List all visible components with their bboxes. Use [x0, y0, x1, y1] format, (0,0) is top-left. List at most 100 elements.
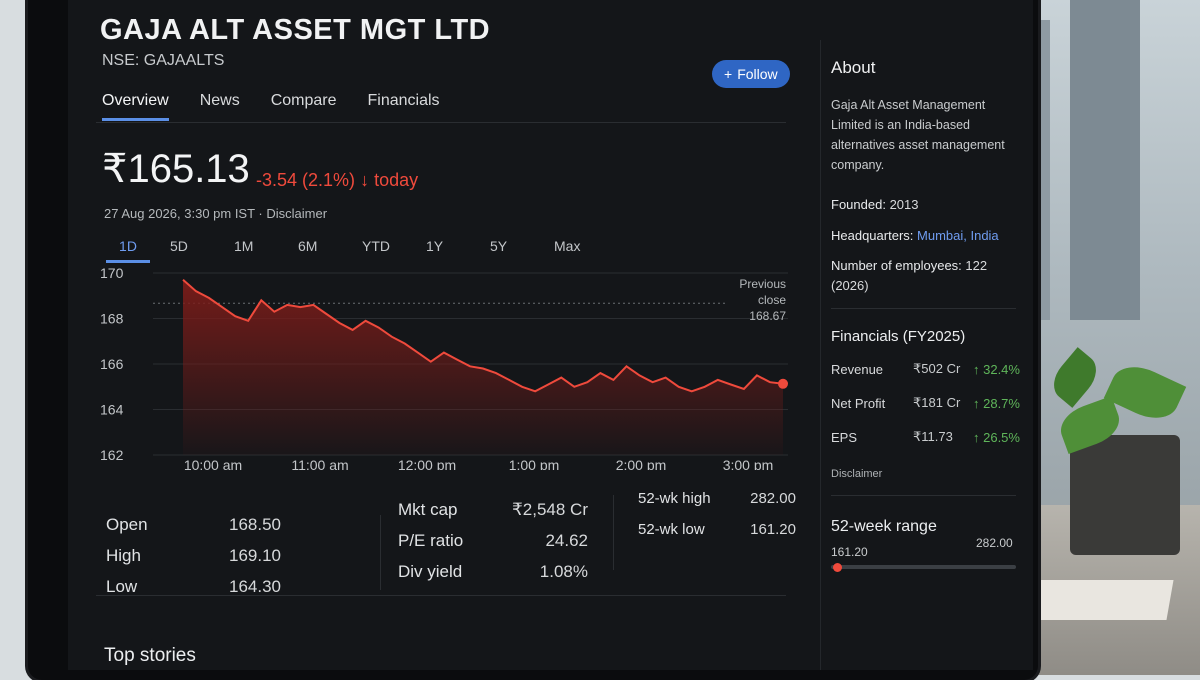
divider [96, 595, 786, 596]
stat-row: 52-wk high 282.00 [638, 490, 796, 521]
employees-row: Number of employees: 122 (2026) [831, 256, 1016, 296]
price-change-suffix: today [374, 170, 419, 190]
previous-close-label: 168.67 [749, 309, 786, 323]
company-name: GAJA ALT ASSET MGT LTD [100, 14, 491, 46]
stat-label: 52-wk low [638, 521, 705, 538]
week52-title: 52-week range [831, 518, 937, 535]
tab-compare[interactable]: Compare [270, 92, 337, 109]
tab-overview[interactable]: Overview [102, 92, 169, 121]
stat-value: ₹2,548 Cr [511, 500, 588, 519]
x-tick-label: 3:00 pm [723, 457, 774, 470]
range-1m[interactable]: 1M [234, 238, 254, 254]
stat-value: 164.30 [229, 577, 281, 596]
stat-row: Open 168.50 [106, 515, 281, 546]
stat-label: High [106, 546, 141, 565]
stat-row: P/E ratio 24.62 [398, 531, 588, 562]
headquarters-label: Headquarters: [831, 228, 914, 243]
headquarters-row: Headquarters: Mumbai, India [831, 226, 1016, 246]
quote-tabs: Overview News Compare Financials [102, 92, 440, 121]
employees-label: Number of employees: [831, 258, 962, 273]
x-tick-label: 12:00 pm [398, 457, 456, 470]
range-ytd[interactable]: YTD [362, 238, 390, 254]
financials-change: ↑ 26.5% [973, 429, 1020, 445]
employees-value: 122 (2026) [831, 258, 988, 293]
y-tick-label: 166 [100, 356, 124, 372]
top-stories-heading: Top stories [104, 645, 196, 666]
founded-label: Founded: [831, 197, 886, 212]
previous-close-label: close [758, 293, 786, 307]
founded-row: Founded: 2013 [831, 195, 1016, 215]
tab-financials[interactable]: Financials [367, 92, 440, 109]
arrow-down-icon: ↓ [360, 170, 370, 190]
stat-label: Open [106, 515, 148, 534]
x-tick-label: 11:00 am [291, 457, 348, 470]
price-area [183, 279, 783, 455]
stat-label: Div yield [398, 562, 463, 581]
range-selector: 1D 5D 1M 6M YTD 1Y 5Y Max [106, 238, 618, 263]
financials-value: ₹181 Cr [913, 395, 961, 410]
financials-row: Net Profit ₹181 Cr ↑ 28.7% [831, 386, 1021, 420]
x-tick-label: 2:00 pm [616, 457, 667, 470]
financials-table: Revenue ₹502 Cr ↑ 32.4% Net Profit ₹181 Cr ↑… [831, 352, 1021, 454]
about-description: Gaja Alt Asset Management Limited is an … [831, 98, 1005, 172]
divider [96, 122, 786, 123]
range-6m[interactable]: 6M [298, 238, 318, 254]
financials-disclaimer[interactable]: Disclaimer [831, 468, 883, 480]
y-tick-label: 168 [100, 311, 124, 327]
range-5y[interactable]: 5Y [490, 238, 508, 254]
headquarters-link[interactable]: Mumbai, India [917, 228, 999, 243]
stat-row: Low 164.30 [106, 577, 281, 608]
financials-label: Revenue [831, 361, 884, 377]
y-tick-label: 162 [100, 447, 124, 463]
week52-range-bar [831, 562, 1016, 572]
stat-value: 24.62 [545, 531, 588, 550]
financials-value: ₹502 Cr [913, 361, 961, 376]
stats-column-2: Mkt cap ₹2,548 Cr P/E ratio 24.62 Div yiel… [398, 500, 588, 593]
stats-column-1: Open 168.50 High 169.10 Low 164.30 [106, 515, 281, 608]
stat-value: 161.20 [750, 521, 796, 538]
finance-page: GAJA ALT ASSET MGT LTD NSE: GAJAALTS + F… [68, 0, 1033, 670]
divider [831, 495, 1016, 496]
tab-news[interactable]: News [199, 92, 240, 109]
range-max[interactable]: Max [554, 238, 581, 254]
price-change-value: -3.54 (2.1%) [256, 170, 356, 190]
stat-value: 168.50 [229, 515, 281, 534]
divider [380, 515, 381, 590]
about-title: About [831, 58, 876, 77]
financials-change: ↑ 32.4% [973, 361, 1020, 377]
stat-label: 52-wk high [638, 490, 711, 507]
founded-value: 2013 [889, 197, 919, 212]
stat-label: P/E ratio [398, 531, 464, 550]
current-price-marker [778, 378, 788, 389]
follow-label: Follow [737, 66, 778, 82]
follow-button[interactable]: + Follow [712, 60, 790, 88]
y-tick-label: 170 [100, 265, 124, 281]
stat-row: Mkt cap ₹2,548 Cr [398, 500, 588, 531]
financials-value: ₹11.73 [913, 429, 953, 444]
financials-title: Financials (FY2025) [831, 328, 966, 345]
week52-low: 161.20 [831, 545, 868, 559]
price-change: -3.54 (2.1%) ↓ today [256, 170, 418, 191]
plant-pot [1070, 435, 1180, 555]
range-1y[interactable]: 1Y [426, 238, 444, 254]
week52-high: 282.00 [976, 536, 1013, 550]
stat-label: Low [106, 577, 138, 596]
financials-label: EPS [831, 429, 858, 445]
x-tick-label: 10:00 am [184, 457, 242, 470]
quote-main-panel: GAJA ALT ASSET MGT LTD NSE: GAJAALTS + F… [68, 0, 813, 670]
y-tick-label: 164 [100, 402, 124, 418]
ticker-symbol: NSE: GAJAALTS [102, 52, 225, 69]
range-1d[interactable]: 1D [106, 238, 150, 263]
price-line [182, 279, 784, 393]
stat-label: Mkt cap [398, 500, 458, 519]
monitor: GAJA ALT ASSET MGT LTD NSE: GAJAALTS + F… [28, 0, 1038, 680]
financials-row: EPS ₹11.73 ↑ 26.5% [831, 420, 1021, 454]
x-tick-label: 1:00 pm [509, 457, 560, 470]
range-5d[interactable]: 5D [170, 238, 188, 254]
stat-row: High 169.10 [106, 546, 281, 577]
building-silhouette [1070, 0, 1140, 320]
divider [831, 308, 1016, 309]
financials-label: Net Profit [831, 395, 886, 411]
price-chart[interactable]: 170 168 166 164 162 10:00 am 11:00 am 12:00 pm 1… [98, 265, 798, 470]
